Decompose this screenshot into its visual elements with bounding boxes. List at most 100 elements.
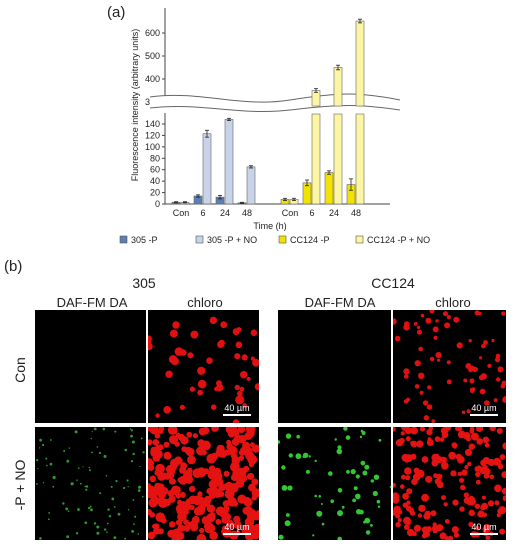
cell-dot <box>470 389 475 394</box>
cell-dot <box>308 455 311 458</box>
cell-dot <box>395 513 401 519</box>
cell-dot <box>400 484 405 489</box>
cell-dot <box>378 438 382 442</box>
cell-dot <box>481 343 486 349</box>
cell-dot <box>314 494 317 498</box>
cell-dot <box>226 519 234 527</box>
cell-dot <box>152 439 160 446</box>
cell-dot <box>416 329 423 335</box>
cell-dot <box>169 478 176 485</box>
cell-dot <box>132 499 135 501</box>
cell-dot <box>498 506 506 514</box>
row-label-p-no: -P + NO <box>12 459 28 511</box>
cell-dot <box>484 442 490 448</box>
cell-dot <box>421 456 429 463</box>
legend-label: CC124 -P + NO <box>367 235 430 245</box>
cell-dot <box>475 479 481 485</box>
cell-dot <box>302 452 309 458</box>
cell-dot <box>78 467 80 469</box>
cell-dot <box>239 386 245 392</box>
cell-dot <box>189 386 195 392</box>
y-tick-label: 20 <box>150 188 160 198</box>
cell-dot <box>148 531 156 540</box>
cell-dot <box>419 390 424 395</box>
cell-dot <box>444 519 450 524</box>
cell-dot <box>489 459 495 465</box>
cell-dot <box>157 428 164 435</box>
cell-dot <box>410 440 415 446</box>
cell-dot <box>400 431 405 436</box>
cell-dot <box>49 439 52 441</box>
cell-dot <box>140 437 143 440</box>
cell-dot <box>197 389 204 396</box>
cell-dot <box>65 507 69 511</box>
cell-dot <box>401 453 410 462</box>
cell-dot <box>169 329 178 338</box>
cell-dot <box>442 311 449 317</box>
cell-dot <box>393 427 396 432</box>
bar <box>311 90 321 107</box>
cell-dot <box>405 436 411 442</box>
cell-dot <box>489 427 496 432</box>
cell-dot <box>235 341 243 349</box>
legend-label: 305 -P + NO <box>207 235 257 245</box>
cell-dot <box>153 528 160 535</box>
cell-dot <box>394 335 401 342</box>
cell-dot <box>453 316 460 323</box>
cell-dot <box>376 499 381 504</box>
cell-dot <box>211 427 219 432</box>
scale-bar: 40 µm <box>467 522 501 535</box>
cell-dot <box>66 535 70 539</box>
bar <box>333 113 343 205</box>
cell-dot <box>364 464 370 470</box>
cell-dot <box>463 497 471 504</box>
cell-dot <box>91 431 93 433</box>
cell-dot <box>231 438 240 446</box>
cell-dot <box>96 525 100 529</box>
cell-dot <box>52 475 56 480</box>
cell-dot <box>487 363 492 368</box>
cell-dot <box>240 447 246 453</box>
cell-dot <box>434 453 440 459</box>
cell-dot <box>496 513 501 518</box>
cell-dot <box>470 432 479 441</box>
cell-dot <box>130 429 133 432</box>
cell-dot <box>459 506 465 512</box>
micrograph-cc124-con-chloro: 40 µm <box>393 310 506 423</box>
cell-dot <box>180 475 188 483</box>
cell-dot <box>501 487 506 495</box>
scale-bar: 40 µm <box>467 403 501 416</box>
cell-dot <box>254 383 259 391</box>
y-tick-label: 0 <box>155 199 160 209</box>
cell-dot <box>422 400 429 406</box>
cell-dot <box>247 454 258 465</box>
cell-dot <box>84 521 88 524</box>
cell-dot <box>447 535 454 540</box>
cell-dot <box>219 452 225 458</box>
cell-dot <box>403 368 410 375</box>
cell-dot <box>126 479 129 482</box>
cell-dot <box>415 526 421 532</box>
cell-dot <box>137 533 140 535</box>
cell-dot <box>418 346 423 352</box>
cell-dot <box>103 454 107 458</box>
cell-dot <box>74 430 78 434</box>
cell-dot <box>224 481 234 492</box>
cell-dot <box>235 395 245 405</box>
cell-dot <box>412 473 421 481</box>
cell-dot <box>214 472 223 481</box>
cell-dot <box>106 531 108 533</box>
cell-dot <box>249 524 257 533</box>
cell-dot <box>239 427 245 432</box>
cell-dot <box>499 454 506 460</box>
cell-dot <box>426 404 433 410</box>
cell-dot <box>231 429 240 437</box>
cell-dot <box>389 485 391 488</box>
cell-dot <box>476 438 483 445</box>
cell-dot <box>410 427 418 435</box>
cell-dot <box>75 532 79 535</box>
cell-dot <box>110 485 113 488</box>
panel-a-label: (a) <box>107 4 125 21</box>
cell-dot <box>443 502 448 507</box>
cell-dot <box>355 474 360 479</box>
